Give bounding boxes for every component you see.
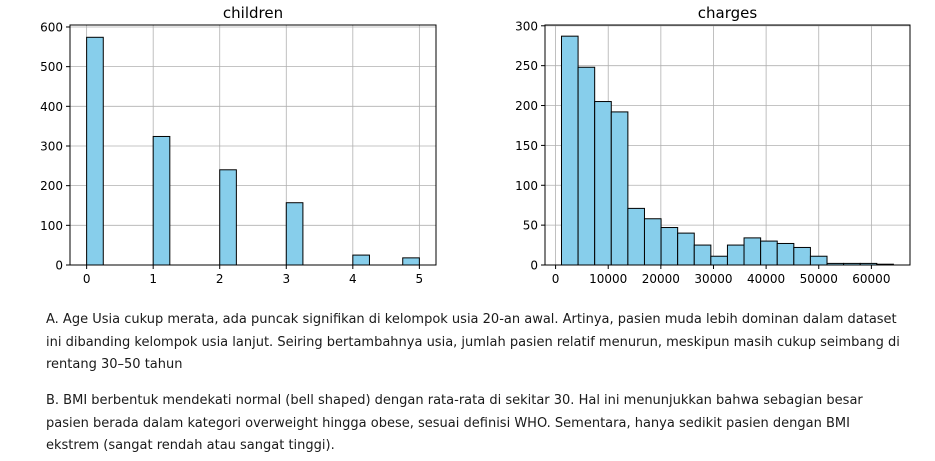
x-tick-label: 2 (216, 272, 224, 286)
histogram-bar (352, 254, 370, 266)
y-tick-label: 100 (40, 219, 63, 233)
y-tick-label: 200 (40, 179, 63, 193)
x-tick-label: 4 (349, 272, 357, 286)
histogram-bar (743, 237, 762, 266)
histogram-bar (776, 242, 795, 266)
y-tick-label: 300 (515, 19, 538, 33)
x-tick-label: 5 (416, 272, 424, 286)
x-tick-label: 40000 (747, 272, 785, 286)
y-tick-label: 600 (40, 20, 63, 34)
histogram-bar (152, 135, 171, 266)
x-tick-label: 0 (83, 272, 91, 286)
x-tick-label: 60000 (852, 272, 890, 286)
y-tick-label: 300 (40, 139, 63, 153)
chart-title: charges (698, 4, 758, 22)
y-tick-label: 250 (515, 59, 538, 73)
x-tick-label: 30000 (694, 272, 732, 286)
histogram-bar (285, 202, 304, 266)
chart-children: 0 1 2 3 4 5 0 100 200 300 400 500 600 children (40, 4, 437, 286)
paragraph-bmi: B. BMI berbentuk mendekati normal (bell … (46, 393, 863, 453)
histogram-bar (793, 246, 811, 266)
histogram-bar (86, 36, 104, 266)
histogram-bar (760, 240, 778, 266)
y-tick-label: 400 (40, 100, 63, 114)
histogram-bar (219, 169, 237, 266)
chart-title: children (223, 4, 283, 22)
y-tick-label: 200 (515, 99, 538, 113)
x-tick-label: 20000 (642, 272, 680, 286)
histogram-bar (660, 227, 679, 266)
y-tick-label: 50 (523, 219, 538, 233)
histogram-bar (726, 244, 745, 266)
histogram-bar (560, 35, 579, 266)
x-tick-label: 3 (282, 272, 290, 286)
histogram-bar (643, 218, 662, 266)
histogram-bar (577, 66, 596, 266)
histogram-bar (809, 255, 828, 266)
histogram-bar (710, 255, 728, 266)
x-tick-label: 0 (552, 272, 560, 286)
y-tick-label: 500 (40, 60, 63, 74)
histogram-bar (627, 207, 645, 266)
chart-charges: 0 10000 20000 30000 40000 50000 60000 0 50 100 150… (515, 4, 911, 286)
histogram-bar (693, 244, 712, 266)
histogram-bar (677, 232, 695, 266)
histogram-bar (594, 101, 612, 266)
x-tick-label: 1 (149, 272, 157, 286)
histogram-bar (402, 257, 420, 266)
y-tick-label: 0 (530, 259, 538, 273)
plot-frame (69, 24, 437, 266)
histogram-bar (610, 111, 629, 266)
x-tick-label: 10000 (589, 272, 627, 286)
y-tick-label: 150 (515, 139, 538, 153)
x-tick-label: 50000 (800, 272, 838, 286)
paragraph-age: A. Age Usia cukup merata, ada puncak sig… (46, 312, 900, 372)
y-tick-label: 100 (515, 179, 538, 193)
y-tick-label: 0 (55, 259, 63, 273)
